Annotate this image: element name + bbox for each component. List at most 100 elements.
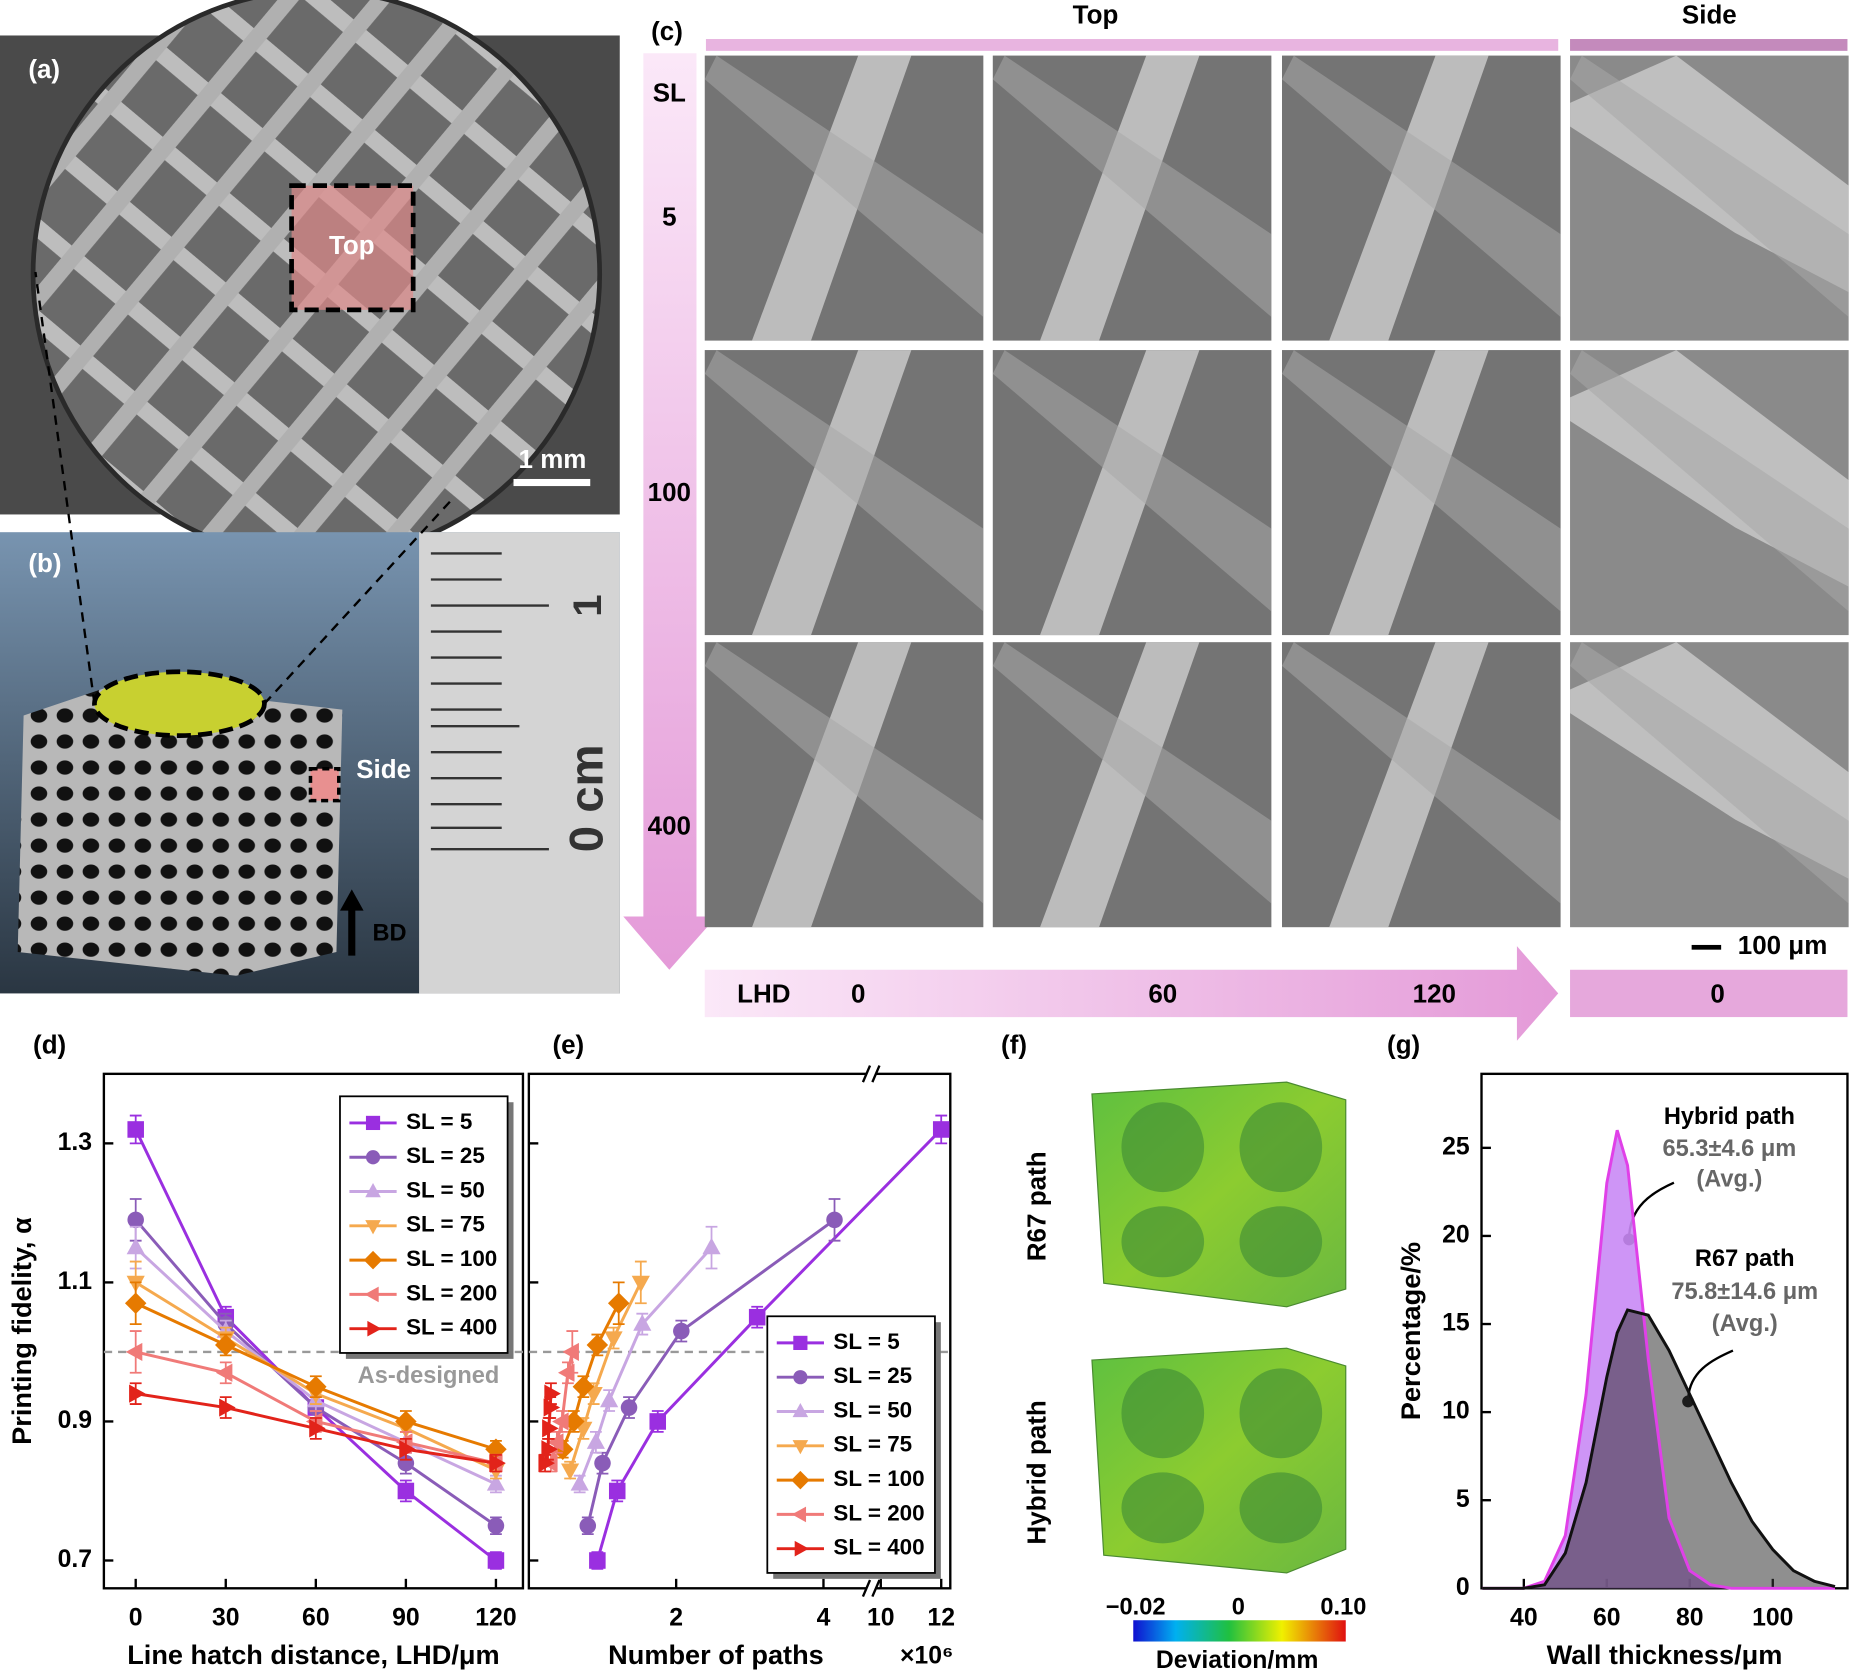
- sem-strut: [1329, 350, 1489, 636]
- axis-break-gap: [866, 1069, 876, 1079]
- x-multiplier: ×10⁶: [900, 1642, 953, 1669]
- x-tick-label: 0: [129, 1605, 143, 1632]
- sl-arrow: [623, 53, 717, 970]
- point: [608, 1482, 626, 1500]
- legend-label: SL = 25: [833, 1363, 912, 1388]
- point: [604, 1331, 623, 1348]
- legend-marker: [791, 1506, 807, 1523]
- panel-a: Top 1 mm (a): [0, 0, 620, 561]
- x-tick-label: 2: [669, 1605, 683, 1632]
- y-axis-label: Percentage/%: [1395, 1242, 1426, 1420]
- row-label: 400: [648, 811, 691, 841]
- panel-label: (e): [552, 1029, 584, 1059]
- point: [562, 1342, 579, 1362]
- point: [649, 1413, 667, 1430]
- side-bar: [1570, 39, 1848, 51]
- sem-strut: [1282, 55, 1561, 317]
- x-tick-label: 90: [392, 1605, 420, 1632]
- row-axis-label: SL: [653, 77, 686, 107]
- point: [126, 1237, 145, 1255]
- point: [127, 1211, 144, 1229]
- x-tick-label: 100: [1752, 1605, 1793, 1632]
- point: [489, 1454, 506, 1473]
- x-tick-label: 60: [302, 1605, 330, 1632]
- axis-break-gap: [866, 1583, 876, 1594]
- point: [561, 1463, 580, 1481]
- point: [487, 1552, 505, 1569]
- panel-label: (a): [28, 54, 60, 84]
- axis-break: [861, 1579, 881, 1598]
- y-tick-label: 15: [1442, 1310, 1470, 1337]
- y-tick-label: 5: [1456, 1486, 1470, 1513]
- render-holes: [1121, 1102, 1323, 1544]
- x-tick-label: 12: [927, 1605, 955, 1632]
- annotation: 75.8±14.6 μm: [1671, 1279, 1818, 1305]
- point: [544, 1384, 561, 1403]
- area-line: [1482, 1308, 1836, 1590]
- plot-frame: [527, 1072, 952, 1590]
- legend-label: SL = 100: [406, 1246, 497, 1271]
- point: [538, 1454, 555, 1473]
- colorbar: [1133, 1620, 1346, 1642]
- legend-label: SL = 75: [833, 1432, 912, 1457]
- panel-label: (f): [1001, 1029, 1027, 1059]
- sem-strut: [1329, 642, 1489, 928]
- point: [542, 1419, 559, 1438]
- x-tick-label: 120: [475, 1605, 516, 1632]
- point: [546, 1433, 564, 1452]
- legend-label: SL = 50: [833, 1397, 912, 1422]
- legend-marker: [793, 1335, 808, 1350]
- point: [541, 1440, 558, 1459]
- bd-arrow: [339, 889, 364, 956]
- axis-break: [861, 1065, 881, 1083]
- row-label: 5: [662, 202, 676, 232]
- ruler-ticks: [430, 552, 549, 851]
- col-label: 120: [1413, 979, 1456, 1009]
- annotation: R67 path: [1695, 1246, 1795, 1272]
- y-tick-label: 0: [1456, 1574, 1470, 1601]
- x-tick-label: 4: [817, 1605, 831, 1632]
- point: [600, 1390, 619, 1408]
- roi-label: Top: [329, 230, 375, 260]
- point: [570, 1474, 589, 1491]
- legend-marker: [365, 1115, 381, 1131]
- sem-strut: [1570, 350, 1849, 612]
- legend-label: SL = 25: [406, 1143, 485, 1168]
- roi-label: Side: [356, 754, 411, 784]
- col-label: 60: [1148, 979, 1177, 1009]
- sem-strut: [1040, 55, 1200, 341]
- legend-marker: [367, 1320, 382, 1337]
- panel-c: (c) Top Side SL 5 100 400 LHD 0 60 120 0…: [623, 0, 1849, 1041]
- sem-strut: [1570, 55, 1849, 317]
- point: [594, 1454, 611, 1472]
- point: [633, 1314, 652, 1331]
- side-box: [1570, 969, 1848, 1018]
- view-label: Hybrid path: [1022, 1400, 1052, 1545]
- annotation: Hybrid path: [1664, 1104, 1795, 1130]
- point: [127, 1121, 144, 1138]
- y-tick-label: 20: [1442, 1221, 1470, 1248]
- legend-marker: [792, 1440, 809, 1455]
- lattice-cube: [17, 683, 343, 976]
- panel-label: (d): [33, 1029, 66, 1059]
- colorbar-tick: 0: [1232, 1595, 1245, 1621]
- legend-marker: [793, 1370, 808, 1385]
- side-roi: [308, 766, 341, 803]
- point: [589, 1552, 606, 1569]
- annotation: 65.3±4.6 μm: [1663, 1136, 1797, 1162]
- plot-frame: [102, 1072, 525, 1590]
- y-axis-label: Printing fidelity, α: [6, 1217, 37, 1445]
- x-axis-label: Number of paths: [608, 1639, 824, 1670]
- scale-bar: [1691, 944, 1722, 950]
- y-tick-label: 10: [1442, 1398, 1470, 1425]
- x-tick-label: 10: [867, 1605, 895, 1632]
- ruler: [419, 532, 620, 994]
- column-title: Top: [1073, 0, 1119, 29]
- point: [129, 1384, 146, 1403]
- point: [395, 1410, 417, 1433]
- point: [826, 1211, 843, 1229]
- point: [552, 1412, 569, 1431]
- point: [673, 1322, 690, 1340]
- sem-strut: [704, 350, 984, 612]
- x-tick-label: 80: [1676, 1605, 1704, 1632]
